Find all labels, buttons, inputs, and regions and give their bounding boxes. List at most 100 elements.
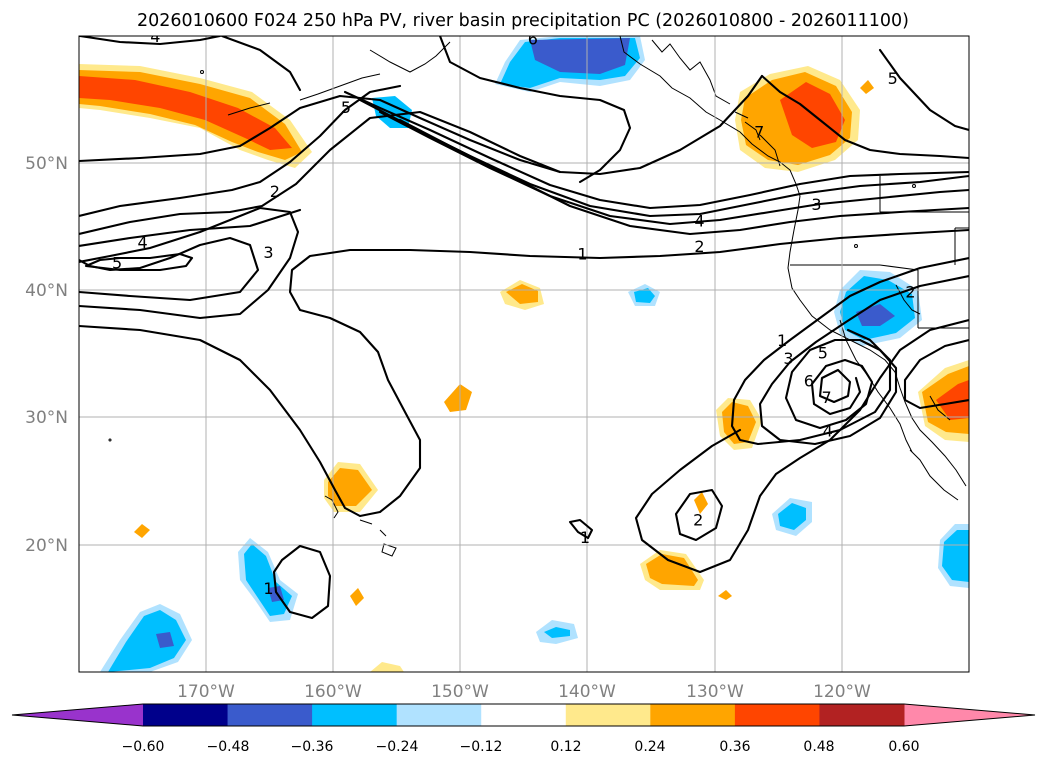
pv-contour-label: 4 [150,27,160,46]
pv-contour-line [878,48,969,132]
pv-contour-line [79,206,300,320]
precip-positive-region [444,384,472,412]
pv-contour-line [220,36,302,92]
lon-label: 170°W [177,682,235,702]
pv-contour-line [343,90,969,210]
precip-positive-region [936,380,969,420]
precip-shading [79,36,969,672]
colorbar-swatch [396,704,482,726]
pv-contour-line [674,488,724,542]
lon-label: 120°W [813,682,871,702]
pv-contour-label: 5 [112,253,122,272]
colorbar-tick-label: −0.36 [291,739,334,755]
lat-label: 20°N [25,536,68,556]
colorbar-tick-label: −0.60 [122,739,165,755]
precip-positive-region [646,554,698,586]
pv-contour-label: 2 [905,283,915,302]
pv-contour-line [398,118,969,236]
pv-contours [79,36,969,620]
pv-contour-line [79,208,302,248]
colorbar-swatch [227,704,313,726]
colorbar-tick-label: 0.60 [888,739,919,755]
colorbar-tick-labels: −0.60 −0.48 −0.36 −0.24 −0.12 0.12 0.24 … [122,739,920,755]
colorbar-tick-label: 0.24 [634,739,665,755]
lat-label: 30°N [25,408,68,428]
colorbar-extend-max [904,704,1035,726]
colorbar-tick-label: 0.48 [803,739,834,755]
pv-contour-label: 5 [888,69,898,88]
pv-contour-line [79,228,969,518]
lon-label: 160°W [304,682,362,702]
precip-negative-region [544,627,570,638]
colorbar-extend-min [12,704,143,726]
latitude-labels: 50°N 40°N 30°N 20°N [25,154,68,556]
pv-contour-line [438,36,632,184]
pv-contour-label: 1 [580,528,590,547]
pv-contour-line [568,518,594,540]
pv-contour-line [760,74,969,160]
pv-contour-label: 3 [783,349,793,368]
lon-label: 140°W [558,682,616,702]
pv-contour-line [79,74,764,176]
pv-contour-line [79,36,222,46]
pv-contour-line [903,338,969,410]
pv-contour-label: 2 [694,237,704,256]
precip-positive-region [506,284,538,304]
colorbar-swatch [143,704,229,726]
pv-contour-line [79,236,260,302]
colorbar-swatch [819,704,905,726]
precip-positive-region [350,588,364,606]
colorbar-swatch [481,704,567,726]
precip-negative-region [108,610,186,672]
pv-contour-line [79,110,562,236]
pv-contour-label: 1 [263,579,273,598]
pv-contour-line [378,110,969,226]
precip-positive-region [694,492,708,514]
lat-label: 40°N [25,281,68,301]
pv-contour-label: 7 [754,122,764,141]
pv-contour-label: 2 [270,182,280,201]
pv-contour-label: 1 [577,245,587,264]
precip-positive-region [722,402,756,444]
pv-contour-line [758,274,969,446]
pv-contour-label: 5 [818,344,828,363]
pv-contour-label: 3 [811,195,821,214]
colorbar-tick-label: −0.12 [460,739,503,755]
pv-contour-line [634,318,969,574]
pv-contour-label: 1 [777,331,787,350]
pv-contour-label: 3 [263,243,273,262]
colorbar-tick-label: 0.36 [719,739,750,755]
colorbar-boxes [143,704,905,726]
longitude-labels: 170°W 160°W 150°W 140°W 130°W 120°W [177,682,871,702]
precip-positive-region [718,590,732,600]
pv-contour-label: 7 [822,388,832,407]
pv-contour-label: 6 [804,372,814,391]
pv-contour-line [84,252,194,272]
precip-positive-region [370,662,404,672]
precip-positive-region [79,76,292,150]
pv-contour-label: 2 [693,510,703,529]
precip-negative-region [156,632,174,648]
lon-label: 130°W [686,682,744,702]
pv-contour-label: 4 [137,233,147,252]
colorbar-swatch [565,704,651,726]
map-gridlines [79,36,969,672]
colorbar-tick-label: −0.48 [207,739,250,755]
colorbar-swatch [650,704,736,726]
precip-positive-region [134,524,150,538]
colorbar-swatch [312,704,398,726]
figure-title: 2026010600 F024 250 hPa PV, river basin … [137,11,909,31]
colorbar: −0.60 −0.48 −0.36 −0.24 −0.12 0.12 0.24 … [11,703,1036,755]
precip-negative-region [778,503,806,530]
pv-contour-line [730,256,969,446]
pv-contour-label: 6 [528,30,538,49]
colorbar-outline [11,703,1036,727]
precip-positive-region [860,80,874,94]
pv-contour-label: 4 [823,421,833,440]
colorbar-tick-label: −0.24 [376,739,419,755]
colorbar-swatch [734,704,820,726]
precip-negative-region [634,288,655,303]
map-frame [78,35,970,673]
